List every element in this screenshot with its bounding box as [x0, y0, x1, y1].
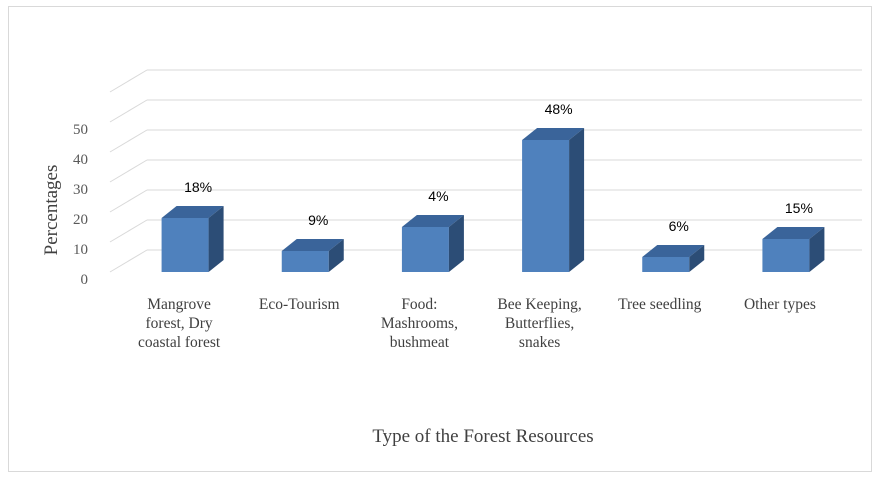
x-tick-label: Tree seedling: [618, 296, 702, 313]
bar-front: [281, 251, 329, 272]
x-tick-label: Bee Keeping, Butterflies, snakes: [497, 296, 581, 351]
gridline-side: [109, 99, 148, 123]
gridlines: [109, 69, 862, 273]
bar-top: [522, 128, 585, 140]
bar-top: [642, 245, 705, 257]
bar-top: [401, 215, 464, 227]
x-axis-categories: Mangrove forest, Dry coastal forest Eco-Tou…: [138, 296, 816, 351]
y-tick-label: 40: [73, 152, 88, 168]
bars: [161, 128, 825, 272]
gridline-side: [109, 249, 148, 273]
bar-side: [448, 215, 464, 272]
bar-top: [161, 206, 224, 218]
bar-side: [689, 245, 705, 272]
gridline-side: [109, 219, 148, 243]
gridline-side: [109, 189, 148, 213]
bar-side: [569, 128, 585, 272]
gridline-side: [109, 159, 148, 183]
bar-front: [642, 257, 690, 272]
gridline-side: [109, 69, 148, 93]
data-label: 4%: [428, 188, 448, 204]
y-axis-title: Percentages: [41, 165, 62, 256]
x-tick-label: Eco-Tourism: [259, 296, 340, 313]
y-tick-label: 10: [73, 242, 88, 258]
y-tick-label: 20: [73, 212, 88, 228]
bar-front: [762, 239, 810, 272]
bar-front: [161, 218, 209, 272]
gridline-side: [109, 129, 148, 153]
x-tick-label: Mangrove forest, Dry coastal forest: [138, 296, 221, 351]
y-axis-ticks: 0 10 20 30 40 50: [73, 122, 88, 288]
data-label: 48%: [545, 101, 573, 117]
data-labels: 18% 9% 4% 48% 6% 15%: [184, 101, 813, 234]
bar-top: [281, 239, 344, 251]
bar-front: [401, 227, 449, 272]
bar-top: [762, 227, 825, 239]
bar-side: [208, 206, 224, 272]
bar-side: [809, 227, 825, 272]
x-tick-label: Food: Mashrooms, bushmeat: [381, 296, 458, 351]
bar-front: [522, 140, 570, 272]
data-label: 18%: [184, 179, 212, 195]
y-tick-label: 0: [81, 272, 89, 288]
data-label: 9%: [308, 212, 328, 228]
y-tick-label: 30: [73, 182, 88, 198]
y-tick-label: 50: [73, 122, 88, 138]
x-tick-label: Other types: [744, 296, 816, 313]
x-axis-title: Type of the Forest Resources: [372, 426, 593, 447]
data-label: 15%: [785, 200, 813, 216]
bar-side: [328, 239, 344, 272]
data-label: 6%: [669, 218, 689, 234]
